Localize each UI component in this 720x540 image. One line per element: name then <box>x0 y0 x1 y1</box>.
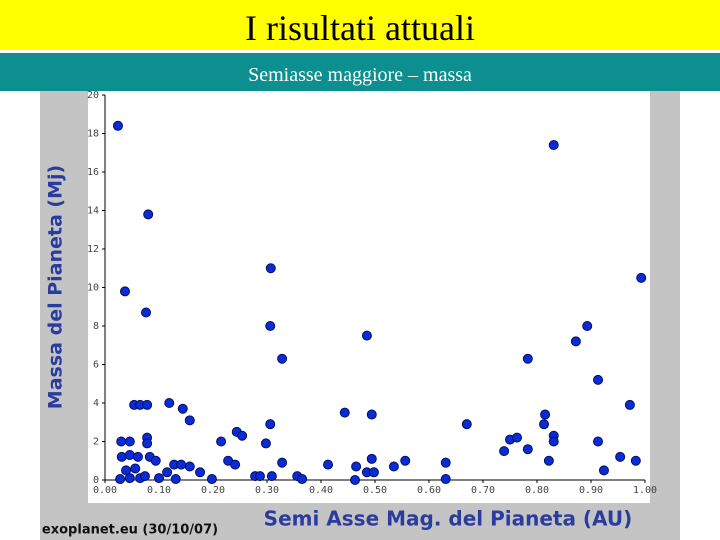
data-point <box>570 336 581 347</box>
data-point <box>112 120 123 131</box>
data-point <box>124 473 135 484</box>
data-point <box>277 457 288 468</box>
data-point <box>130 463 141 474</box>
data-point <box>512 432 523 443</box>
data-point <box>142 399 153 410</box>
plot-area <box>88 91 650 503</box>
data-point <box>388 461 399 472</box>
x-tick-label: 0.90 <box>579 485 603 496</box>
data-point <box>539 419 550 430</box>
data-point <box>368 467 379 478</box>
y-tick-label: 4 <box>93 398 99 409</box>
data-point <box>237 430 248 441</box>
data-point <box>366 453 377 464</box>
data-point <box>142 438 153 449</box>
data-point <box>615 451 626 462</box>
data-point <box>177 403 188 414</box>
y-axis-label: Massa del Pianeta (Mj) <box>45 165 67 409</box>
data-point <box>548 140 559 151</box>
x-tick-label: 0.30 <box>255 485 279 496</box>
y-tick-label: 0 <box>93 475 99 486</box>
x-tick-label: 0.50 <box>363 485 387 496</box>
data-point <box>124 449 135 460</box>
data-point <box>297 474 308 485</box>
data-point <box>540 409 551 420</box>
data-point <box>366 409 377 420</box>
data-point <box>176 459 187 470</box>
data-point <box>440 474 451 485</box>
data-point <box>195 467 206 478</box>
data-point <box>162 467 173 478</box>
data-point <box>216 436 227 447</box>
data-point <box>116 451 127 462</box>
data-point <box>154 473 164 484</box>
data-point <box>254 471 265 482</box>
data-point <box>277 353 288 364</box>
x-tick-label: 0.60 <box>417 485 441 496</box>
x-tick-label: 0.20 <box>201 485 225 496</box>
data-point <box>143 209 154 220</box>
source-note: exoplanet.eu (30/10/07) <box>42 523 218 538</box>
data-point <box>206 474 217 485</box>
x-tick-label: 1.00 <box>633 485 657 496</box>
y-tick-label: 6 <box>93 360 99 371</box>
data-point <box>543 455 554 466</box>
data-point <box>132 451 143 462</box>
x-tick-label: 0.40 <box>309 485 333 496</box>
y-tick-label: 8 <box>93 321 99 332</box>
data-point <box>265 263 276 274</box>
data-point <box>170 474 181 485</box>
slide-title: I risultati attuali <box>0 0 720 50</box>
y-tick-label: 18 <box>87 129 99 140</box>
data-point <box>339 407 350 418</box>
data-point <box>230 459 241 470</box>
x-tick-label: 0.10 <box>147 485 171 496</box>
data-point <box>361 330 372 341</box>
y-tick-label: 14 <box>87 206 99 217</box>
x-axis-label: Semi Asse Mag. del Pianeta (AU) <box>264 507 633 531</box>
data-point <box>260 438 271 449</box>
data-point <box>461 419 472 430</box>
data-point <box>593 374 604 385</box>
x-tick-label: 0.70 <box>471 485 495 496</box>
data-point <box>522 353 533 364</box>
data-point <box>593 436 604 447</box>
data-point <box>265 419 276 430</box>
data-point <box>184 461 195 472</box>
data-point <box>164 398 175 408</box>
data-point <box>119 286 130 297</box>
slide-subtitle: Semiasse maggiore – massa <box>0 53 720 91</box>
data-point <box>116 436 127 447</box>
data-point <box>323 459 334 470</box>
data-point <box>440 457 451 468</box>
data-point <box>351 461 362 472</box>
y-tick-label: 12 <box>87 244 99 255</box>
y-tick-label: 10 <box>87 283 99 294</box>
data-point <box>548 436 559 447</box>
data-point <box>636 272 647 283</box>
data-point <box>400 455 411 466</box>
data-point <box>115 474 126 485</box>
data-point <box>350 475 361 485</box>
x-tick-label: 0.80 <box>525 485 549 496</box>
y-tick-label: 2 <box>93 437 99 448</box>
x-tick-label: 0.00 <box>93 485 117 496</box>
data-point <box>630 455 641 466</box>
data-point <box>265 321 276 331</box>
y-tick-label: 16 <box>87 167 99 178</box>
data-point <box>522 444 533 455</box>
data-point <box>266 471 277 482</box>
data-point <box>150 455 161 466</box>
data-point <box>499 446 510 457</box>
data-point <box>184 415 195 426</box>
data-point <box>139 471 150 482</box>
data-point <box>598 465 609 476</box>
data-point <box>582 321 593 331</box>
data-point <box>624 399 635 410</box>
y-tick-label: 20 <box>87 90 99 101</box>
data-point <box>124 436 135 447</box>
data-point <box>141 307 152 318</box>
